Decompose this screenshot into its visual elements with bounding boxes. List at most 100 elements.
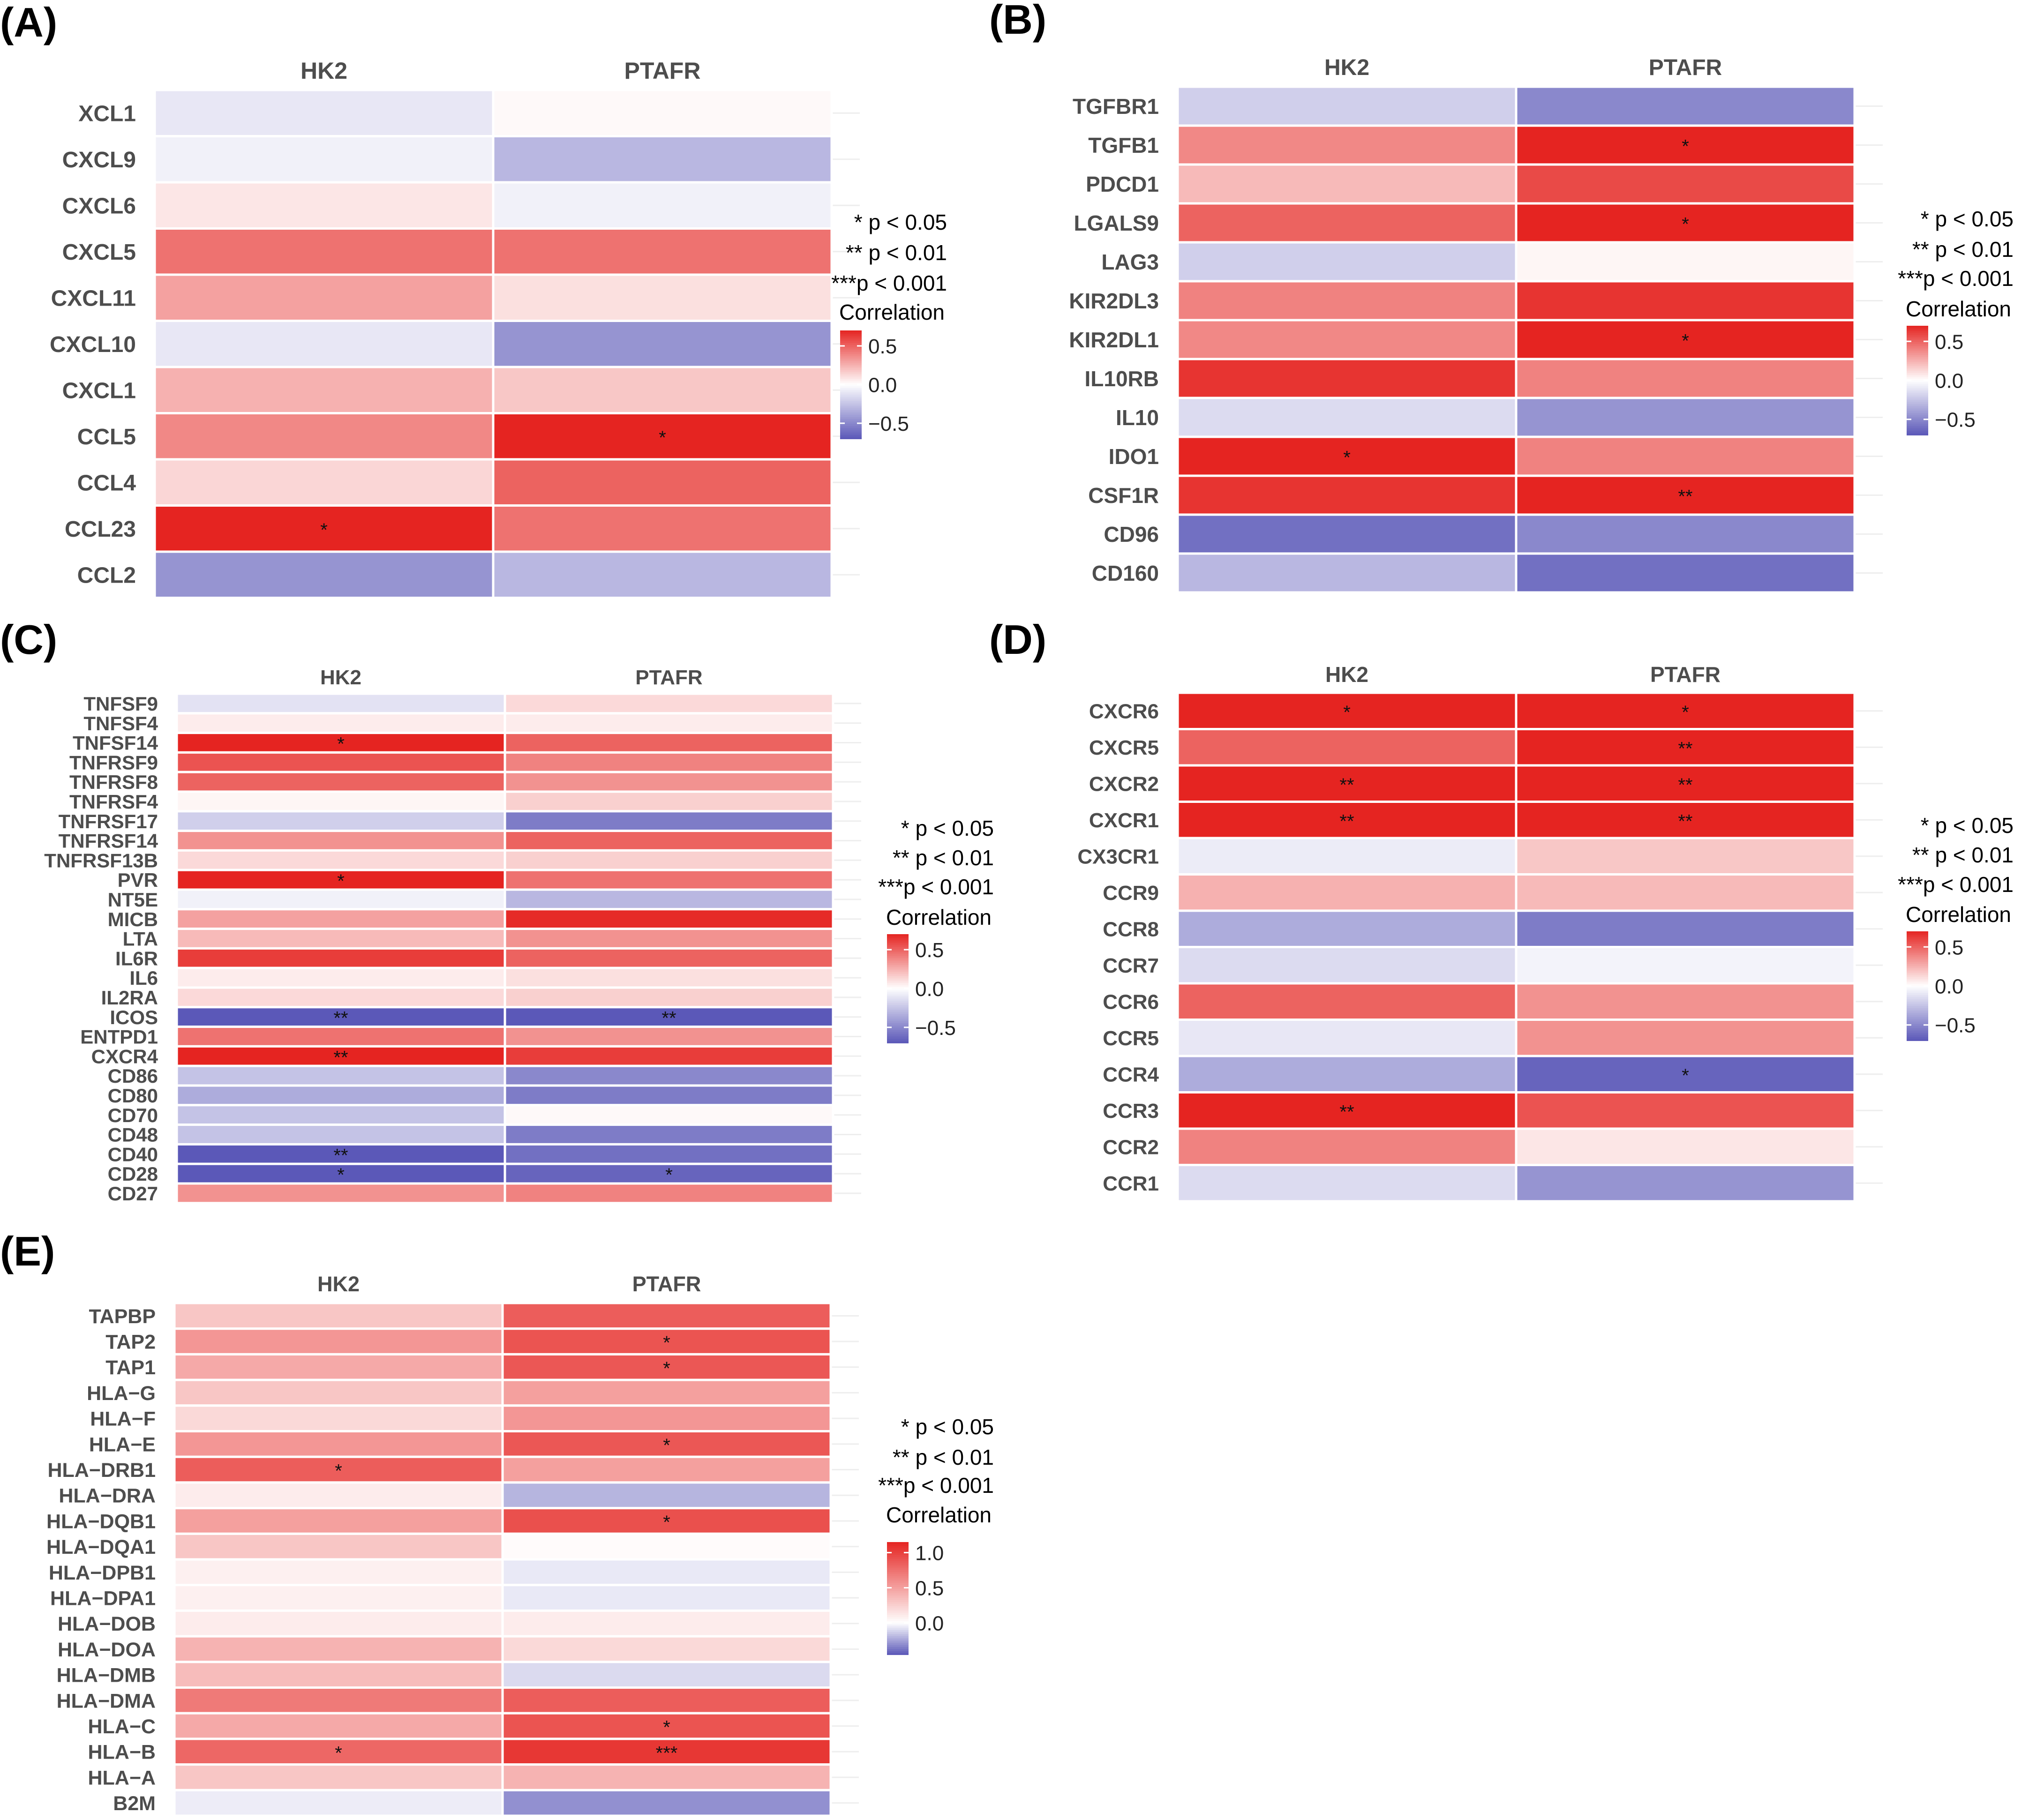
colorbar-segment [1907,1008,1928,1010]
heatmap-cell [492,227,833,276]
colorbar-segment [1907,986,1928,989]
colorbar-segment [840,401,862,403]
row-label: CCR2 [1103,1136,1159,1159]
colorbar-segment [887,1568,909,1571]
colorbar-segment [840,427,862,430]
heatmap-cell [175,1064,506,1087]
row-label: TNFSF9 [83,693,158,715]
heatmap-cell [1515,397,1856,438]
colorbar-segment [887,970,909,973]
heatmap-cell [501,1584,832,1612]
row-label: CCL5 [77,425,136,449]
heatmap-cell [503,928,834,950]
heatmap-cell [173,1558,504,1587]
colorbar-segment [887,937,909,940]
heatmap-cell [1515,513,1856,555]
colorbar-segment [1907,977,1928,979]
colorbar-segment [887,1037,909,1040]
heatmap-cell [503,810,834,832]
colorbar-segment [887,1643,909,1646]
colorbar-segment [840,412,862,414]
heatmap-cell [503,771,834,793]
heatmap-cell [503,1143,834,1165]
row-label: TNFSF4 [83,712,158,734]
row-label: TNFRSF8 [69,771,158,793]
colorbar-segment [1907,395,1928,397]
column-label: HK2 [1324,55,1369,80]
heatmap-cell [503,692,834,715]
heatmap-cell [175,830,506,852]
heatmap-cell [153,89,495,137]
colorbar-segment [1907,1019,1928,1021]
legend-significance-label: * p < 0.05 [1921,207,2014,231]
row-label: XCL1 [78,102,136,127]
heatmap-cell [175,928,506,950]
legend-significance-label: ***p < 0.001 [878,1473,994,1498]
colorbar-segment [887,1548,909,1550]
row-label: CD70 [108,1104,158,1126]
colorbar-tick-label: 0.0 [915,1612,944,1635]
colorbar-segment [887,1025,909,1027]
heatmap-panel-1: (A) HK2 PTAFR XCL1 CXCL9 CXCL6 CXCL5 CXCL11 CXCL… [0,0,947,599]
heatmap-cell [1176,801,1518,839]
heatmap-cell [175,692,506,715]
colorbar-segment [887,950,909,953]
row-label: TNFRSF4 [69,791,158,813]
heatmap-cell [492,273,833,322]
heatmap-cell [1176,691,1518,730]
colorbar-segment [887,965,909,967]
significance-mark: * [337,734,345,755]
colorbar-segment [887,1003,909,1005]
colorbar-segment [840,357,862,360]
row-label: IL10RB [1085,367,1159,391]
heatmap-cell [1176,1055,1518,1093]
colorbar-segment [840,410,862,412]
heatmap-cell [503,1104,834,1126]
colorbar-segment [887,975,909,978]
legend-title: Correlation [1906,297,2011,321]
row-label: CCR9 [1103,882,1159,905]
colorbar-segment [840,359,862,362]
row-label: LTA [123,928,158,950]
colorbar-segment [1907,337,1928,339]
colorbar-segment [1907,1039,1928,1041]
colorbar-segment [887,1636,909,1638]
heatmap-cell [1515,202,1856,244]
colorbar-segment [1907,969,1928,972]
colorbar-segment [1907,340,1928,343]
heatmap-cell [501,1738,832,1766]
heatmap-cell [503,849,834,871]
colorbar-segment [1907,951,1928,954]
colorbar-segment [887,990,909,993]
colorbar-segment [887,1632,909,1634]
colorbar-tick-label: 0.5 [915,939,944,962]
colorbar-segment [887,1004,909,1007]
colorbar-segment [1907,357,1928,359]
colorbar-segment [1907,973,1928,976]
heatmap-cell [503,712,834,734]
row-label: LAG3 [1101,250,1159,274]
colorbar-segment [1907,411,1928,414]
colorbar-segment [887,1039,909,1042]
legend-significance-label: ** p < 0.01 [846,240,947,265]
colorbar-segment [1907,988,1928,990]
significance-mark: * [1682,136,1689,157]
colorbar-segment [887,1617,909,1619]
colorbar-segment [1907,420,1928,423]
significance-mark: ** [1678,738,1692,759]
column-label: HK2 [317,1272,360,1296]
colorbar-segment [840,374,862,376]
row-label: CXCL5 [62,240,136,265]
colorbar-segment [1907,995,1928,997]
heatmap-cell [1515,435,1856,477]
colorbar-segment [1907,367,1928,370]
heatmap-cell [173,1404,504,1433]
colorbar-segment [1907,975,1928,978]
row-label: CSF1R [1088,483,1159,508]
legend-title: Correlation [886,905,992,929]
colorbar-segment [840,332,862,335]
colorbar-segment [1907,1020,1928,1023]
colorbar-segment [1907,376,1928,379]
row-label: PVR [118,869,158,891]
